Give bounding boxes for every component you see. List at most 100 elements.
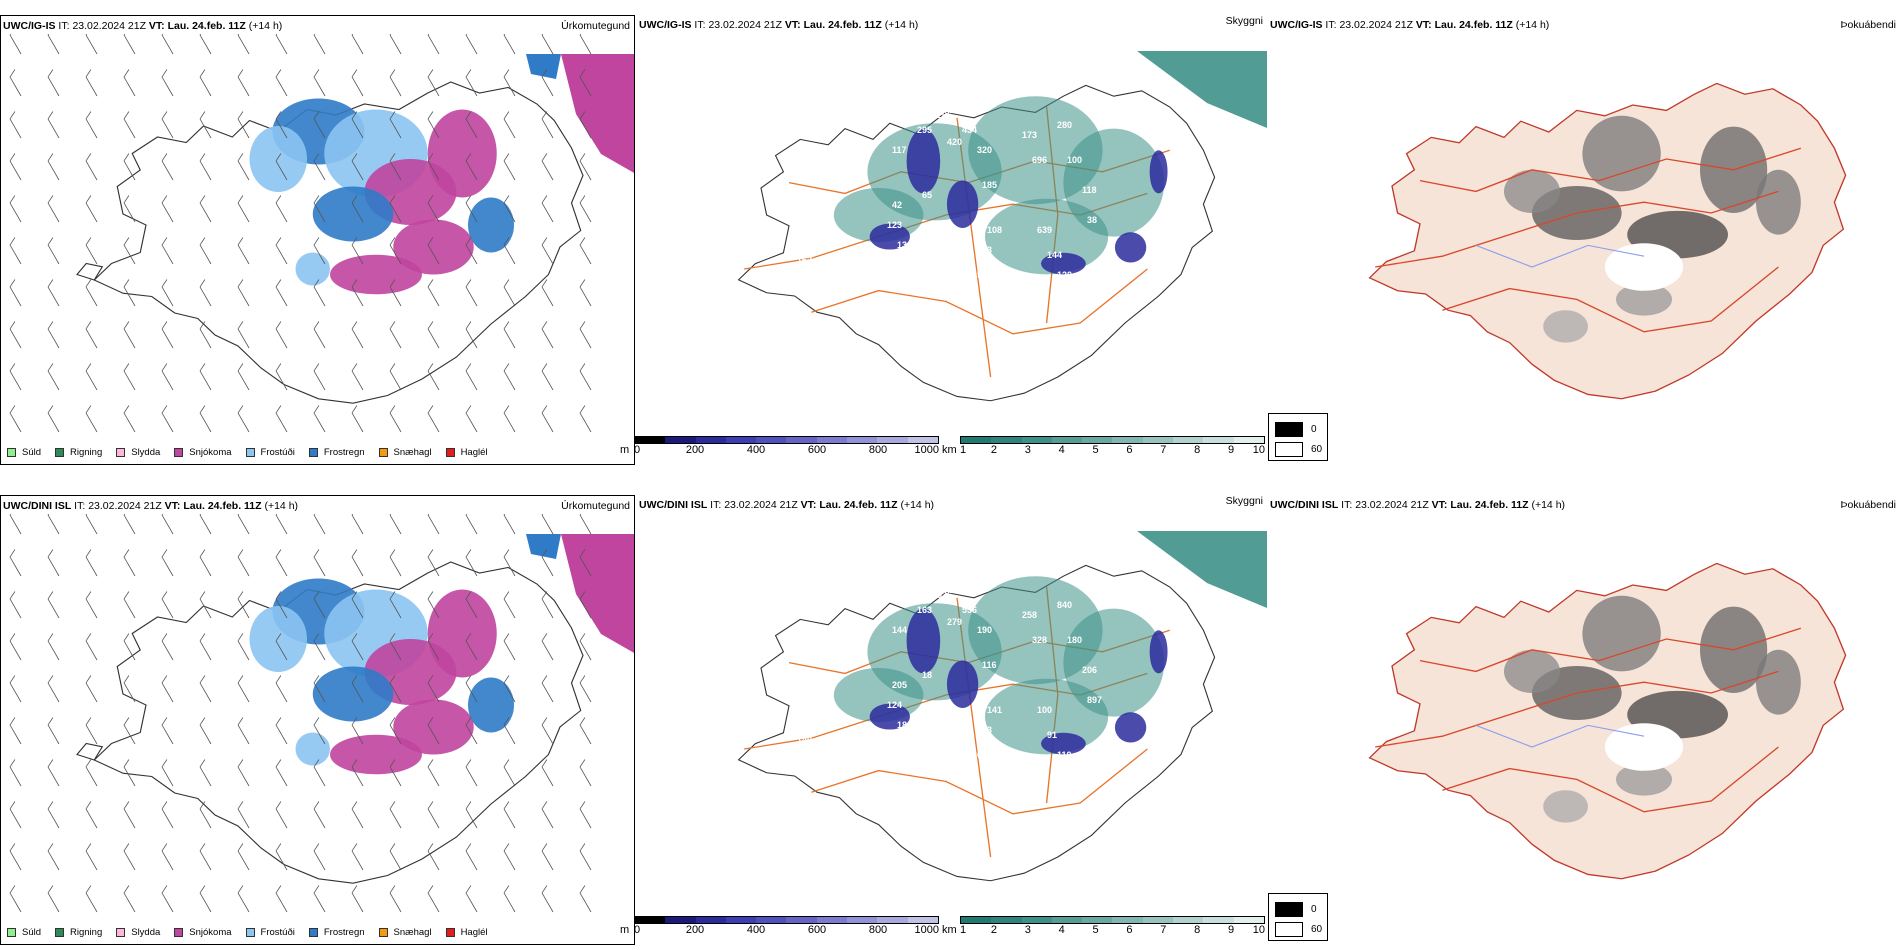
precip-type-map[interactable] [1, 34, 635, 434]
it-label: IT: [74, 500, 86, 512]
fog-index-map[interactable] [1268, 33, 1900, 433]
cloud-base-value: 320 [977, 145, 992, 155]
wind-barb [351, 633, 364, 661]
wind-barb [351, 69, 364, 97]
wind-barb [275, 153, 288, 181]
fog-index-map[interactable] [1268, 513, 1900, 913]
cloud-base-value: 85 [807, 720, 817, 730]
vt-label: VT: [1431, 499, 1448, 511]
wind-barb [427, 195, 440, 223]
river-line [1475, 244, 1645, 268]
wind-barb [541, 34, 554, 55]
panel-title: Skyggni [1225, 495, 1263, 507]
cloud-base-value: 336 [937, 590, 952, 600]
cloud-base-value: 118 [1082, 185, 1097, 195]
legend-swatch [378, 928, 388, 937]
init-time: 23.02.2024 21Z [1339, 19, 1413, 31]
colorbar-tick: 2 [990, 444, 997, 456]
fog-legend-row: 60 [1275, 442, 1322, 457]
legend-item: Snjókoma [174, 927, 232, 938]
cloud-base-value: 111 [787, 720, 801, 730]
colorbar-segment [816, 917, 848, 923]
wind-barb [9, 591, 22, 619]
wind-barb [237, 675, 250, 703]
wind-barb [503, 111, 516, 139]
wind-barb [351, 363, 364, 391]
wind-barb [465, 717, 478, 745]
wind-barb [427, 633, 440, 661]
wind-barb [427, 549, 440, 577]
fog-legend-row: 0 [1275, 422, 1317, 437]
colorbar-tick: 9 [1228, 924, 1235, 936]
cloud-base-core [946, 660, 979, 708]
wind-barb [503, 405, 516, 433]
legend-swatch [445, 928, 455, 937]
cloud-base-core [1149, 150, 1168, 194]
legend-swatch [116, 448, 126, 457]
wind-barb [9, 405, 22, 433]
cloud-base-value: 840 [1057, 600, 1072, 610]
colorbar-segment [1233, 437, 1264, 443]
cloud-base-value: 18 [922, 670, 932, 680]
precip-type-panel-bottom: UWC/DINI ISL IT: 23.02.2024 21Z VT: Lau.… [0, 495, 635, 945]
wind-barb [161, 237, 174, 265]
wind-barb [237, 237, 250, 265]
wind-barb [427, 514, 440, 535]
wind-barb [579, 843, 592, 871]
legend-item: Frostregn [308, 927, 365, 938]
cloud-base-core [1114, 232, 1147, 263]
precip-area [312, 666, 394, 722]
wind-barb [9, 675, 22, 703]
wind-barb [123, 549, 136, 577]
colorbar-segment [961, 437, 992, 443]
wind-barb [465, 633, 478, 661]
colorbar-tick: 400 [746, 924, 766, 936]
colorbar-unit: km [942, 924, 957, 936]
wind-barb [427, 111, 440, 139]
cloud-base-value: 193 [977, 245, 992, 255]
wind-barb [199, 363, 212, 391]
precip-area [393, 219, 474, 275]
glacier-area [1604, 243, 1684, 291]
wind-barb [237, 801, 250, 829]
wind-barb [9, 69, 22, 97]
wind-barb [47, 363, 60, 391]
colorbar-segment [1051, 917, 1083, 923]
cloud-base-value: 226 [967, 750, 982, 760]
wind-barb [351, 675, 364, 703]
wind-barb [427, 153, 440, 181]
precip-area [330, 734, 422, 775]
cloud-base-value: 266 [937, 110, 952, 120]
colorbar-ticks: 0 200 400 600 800 1000 [634, 444, 939, 456]
wind-barb [541, 321, 554, 349]
colorbar-tick: 6 [1126, 924, 1133, 936]
fog-index-area [1756, 169, 1801, 235]
wind-barb [47, 69, 60, 97]
wind-barb [313, 237, 326, 265]
wind-barb [541, 885, 554, 913]
cloud-base-value: 556 [962, 605, 977, 615]
wind-barb [85, 153, 98, 181]
island-coastline [76, 742, 104, 761]
cloud-base-value: 130 [897, 240, 912, 250]
colorbar-segment [907, 917, 938, 923]
wind-barb [313, 279, 326, 307]
wind-barb [503, 514, 516, 535]
wind-barb [85, 717, 98, 745]
cloud-base-value: 65 [922, 190, 932, 200]
precip-type-map[interactable] [1, 514, 635, 914]
colorbar-bar [960, 916, 1265, 924]
legend-item: Snæhagl [378, 927, 432, 938]
cloud-base-value: 110 [1057, 750, 1072, 760]
wind-barb [275, 591, 288, 619]
colorbar-segment [725, 437, 757, 443]
wind-barb [541, 801, 554, 829]
wind-barb [465, 801, 478, 829]
legend-item: Slydda [116, 927, 160, 938]
wind-barb [47, 717, 60, 745]
wind-barb [541, 843, 554, 871]
wind-barb [313, 514, 326, 535]
